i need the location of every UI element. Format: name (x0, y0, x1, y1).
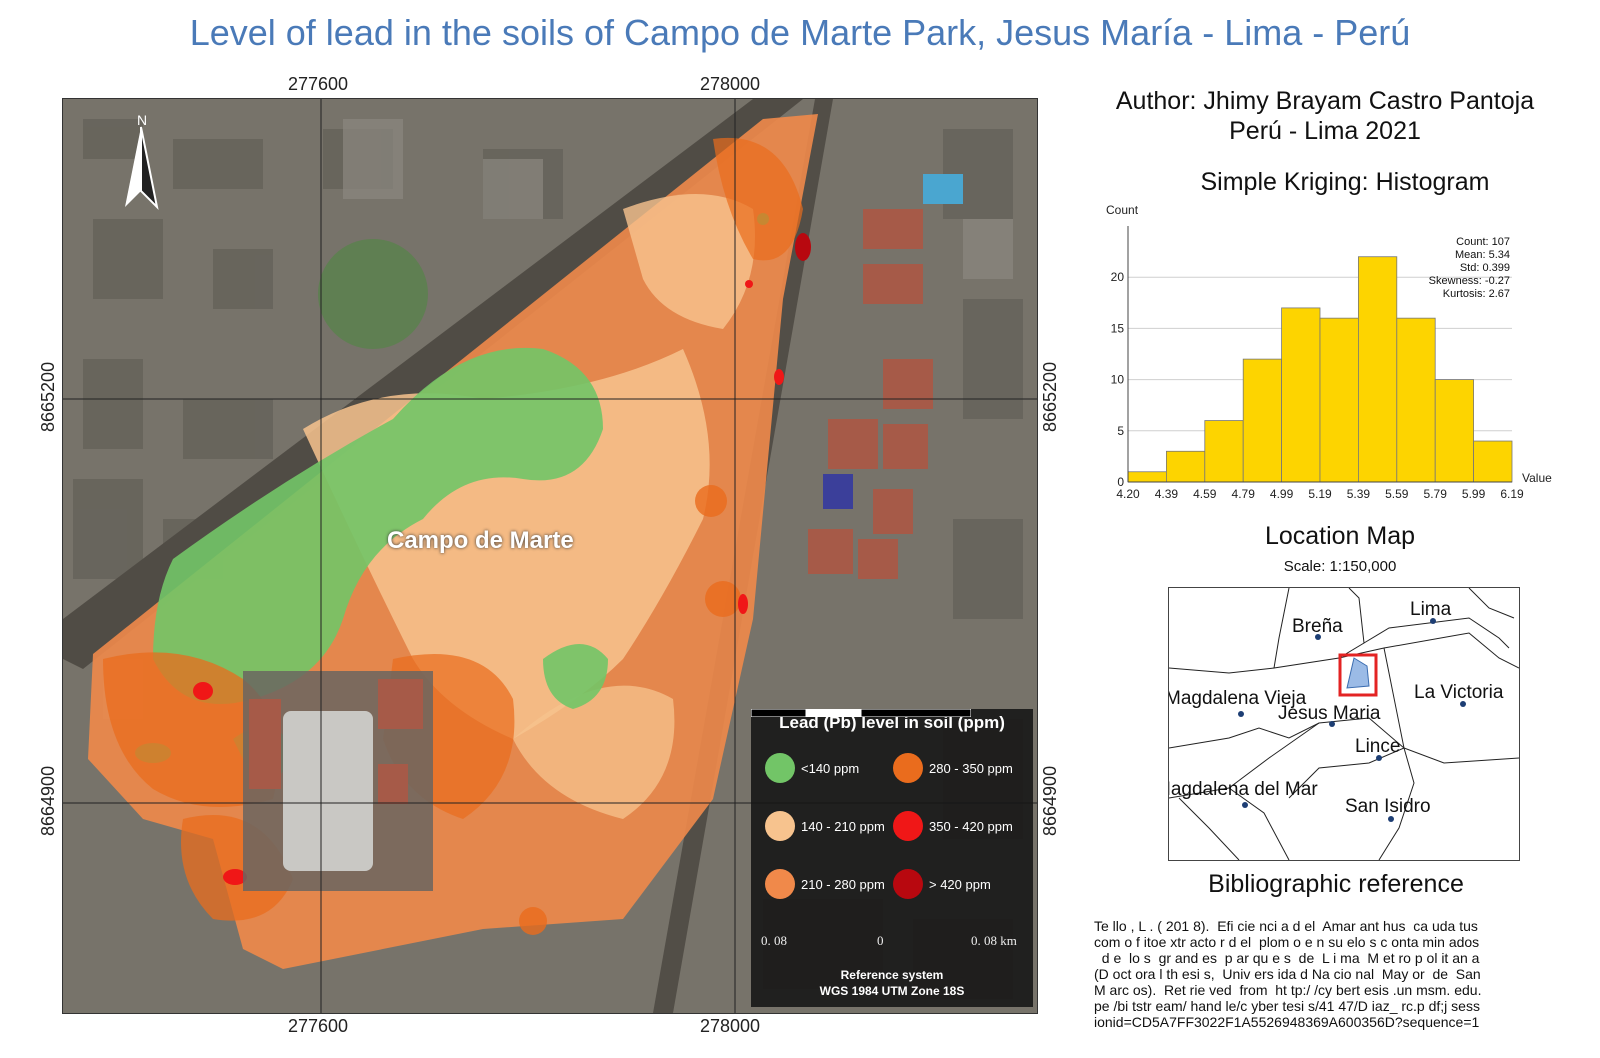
x-tick-label: 4.20 (1116, 487, 1140, 501)
y-tick-right-1: 8665200 (1040, 361, 1060, 432)
map-title: Level of lead in the soils of Campo de M… (189, 12, 1411, 53)
y-tick-left-2: 8664900 (38, 765, 58, 836)
map-legend: Lead (Pb) level in soil (ppm) <140 ppm 2… (751, 709, 1033, 1007)
bibliography-line: d e lo s gr and es p ar qu e s de L i ma… (1094, 950, 1480, 966)
district-label: La Victoria (1414, 682, 1504, 703)
location-map-canvas (1169, 588, 1519, 860)
y-tick-left-1: 8665200 (38, 361, 58, 432)
author-place-year: Perú - Lima 2021 (1229, 117, 1421, 145)
bibliography-title: Bibliographic reference (1208, 870, 1464, 898)
bibliography-line: Te llo , L . ( 201 8). Efi cie nci a d e… (1094, 918, 1478, 934)
stat-skewness: Skewness: -0.27 (1428, 275, 1510, 287)
district-label: Jesus Maria (1278, 703, 1381, 724)
histogram-bar (1357, 256, 1398, 483)
y-tick-label: 20 (1111, 270, 1125, 284)
author-block: Author: Jhimy Brayam Castro Pantoja Perú… (1090, 86, 1560, 146)
legend-label: 140 - 210 ppm (801, 818, 885, 834)
histogram-stats: Count: 107 Mean: 5.34 Std: 0.399 Skewnes… (1400, 236, 1510, 301)
legend-label: 280 - 350 ppm (929, 760, 1013, 776)
x-tick-label: 5.59 (1385, 487, 1409, 501)
x-tick-label: 6.19 (1500, 487, 1524, 501)
legend-item: > 420 ppm (893, 869, 991, 899)
histogram-title: Simple Kriging: Histogram (1200, 168, 1490, 196)
legend-swatch (893, 811, 923, 841)
legend-item: <140 ppm (765, 753, 859, 783)
location-map-title: Location Map (1264, 522, 1416, 550)
histogram-bar (1166, 450, 1206, 483)
x-axis-label: Value (1522, 471, 1552, 485)
y-tick-right-2: 8664900 (1040, 765, 1060, 836)
legend-item: 280 - 350 ppm (893, 753, 1013, 783)
author-name: Author: Jhimy Brayam Castro Pantoja (1115, 87, 1535, 115)
legend-item: 140 - 210 ppm (765, 811, 885, 841)
legend-label: > 420 ppm (929, 876, 991, 892)
x-tick-bottom-2: 278000 (700, 1016, 761, 1036)
legend-item: 210 - 280 ppm (765, 869, 885, 899)
legend-swatch (893, 869, 923, 899)
bibliography-line: pe /bi tstr eam/ hand le/c yber tesi s/4… (1094, 998, 1480, 1014)
histogram-bar (1396, 317, 1436, 483)
histogram-bar (1281, 307, 1321, 483)
x-tick-label: 4.59 (1193, 487, 1217, 501)
bibliography-line: com o f itoe xtr acto r d el plom o e n … (1094, 934, 1480, 950)
y-tick-label: 10 (1111, 373, 1125, 387)
x-tick-top-1: 277600 (288, 74, 349, 94)
district-label: Lince (1355, 736, 1401, 757)
x-tick-label: 4.39 (1155, 487, 1179, 501)
x-tick-top-2: 278000 (700, 74, 761, 94)
north-label: N (137, 112, 147, 128)
x-tick-bottom-1: 277600 (288, 1016, 349, 1036)
stat-kurtosis: Kurtosis: 2.67 (1442, 288, 1510, 300)
district-label: Magdalena del Mar (1168, 779, 1318, 800)
stat-count: Count: 107 (1456, 236, 1510, 248)
legend-label: 350 - 420 ppm (929, 818, 1013, 834)
y-tick-label: 5 (1117, 424, 1124, 438)
histogram-chart: 0 5 10 15 20 4.20 4.39 4.59 4.79 4.99 5.19 5.39 5.59… (1106, 203, 1552, 501)
legend-swatch (765, 869, 795, 899)
x-tick-label: 4.79 (1232, 487, 1256, 501)
stat-mean: Mean: 5.34 (1454, 249, 1510, 261)
bibliography-text: Te llo , L . ( 201 8). Efi cie nci a d e… (1094, 902, 1600, 1046)
histogram-bar (1242, 358, 1282, 483)
main-map[interactable]: N Campo de Marte Lead (Pb) level in soil… (62, 98, 1038, 1014)
bibliography-line: (D oct ora l th esi s, Univ ers ida d Na… (1094, 966, 1481, 982)
x-tick-label: 5.99 (1462, 487, 1486, 501)
bibliography-line: M arc os). Ret rie ved from ht tp:/ /cy … (1094, 982, 1482, 998)
legend-label: <140 ppm (801, 760, 860, 776)
location-map-scale: Scale: 1:150,000 (1283, 558, 1397, 575)
y-tick-label: 15 (1111, 321, 1125, 335)
scale-left-label: 0. 08 (761, 933, 787, 948)
park-label: Campo de Marte (387, 527, 574, 554)
location-map[interactable]: Breña Lima Magdalena Vieja La Victoria J… (1168, 587, 1520, 861)
legend-item: 350 - 420 ppm (893, 811, 1013, 841)
district-label: Breña (1292, 616, 1343, 637)
legend-swatch (765, 753, 795, 783)
legend-swatch (893, 753, 923, 783)
district-label: San Isidro (1345, 796, 1431, 817)
histogram-bar (1127, 471, 1167, 483)
y-axis-label: Count (1106, 203, 1139, 217)
reference-system: Reference system WGS 1984 UTM Zone 18S (819, 968, 965, 998)
legend-label: 210 - 280 ppm (801, 876, 885, 892)
stat-std: Std: 0.399 (1459, 262, 1510, 274)
histogram-bar (1204, 420, 1244, 483)
y-tick-label: 0 (1117, 475, 1124, 489)
scale-right-label: 0. 08 km (971, 933, 1017, 948)
x-tick-label: 5.39 (1347, 487, 1371, 501)
map-canvas (63, 99, 1037, 1013)
scale-mid-label: 0 (877, 933, 884, 948)
histogram-bar (1434, 379, 1475, 483)
x-tick-label: 4.99 (1270, 487, 1294, 501)
histogram-bar (1473, 440, 1513, 483)
district-label: Lima (1410, 599, 1452, 620)
scale-bar (751, 709, 971, 717)
bibliography-line: ionid=CD5A7FF3022F1A5526948369A600356D?s… (1094, 1014, 1480, 1030)
x-tick-label: 5.19 (1308, 487, 1332, 501)
histogram-bar (1319, 317, 1359, 483)
legend-title: Lead (Pb) level in soil (ppm) (779, 713, 1005, 732)
legend-swatch (765, 811, 795, 841)
district-label: Magdalena Vieja (1168, 688, 1307, 709)
x-tick-label: 5.79 (1424, 487, 1448, 501)
